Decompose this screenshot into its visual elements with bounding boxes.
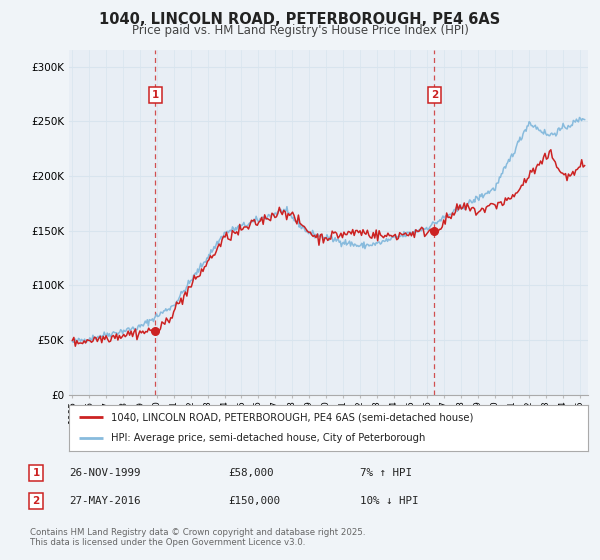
- Text: 10% ↓ HPI: 10% ↓ HPI: [360, 496, 419, 506]
- Text: HPI: Average price, semi-detached house, City of Peterborough: HPI: Average price, semi-detached house,…: [110, 433, 425, 444]
- Text: £150,000: £150,000: [228, 496, 280, 506]
- Text: 1: 1: [152, 90, 159, 100]
- Text: 2: 2: [32, 496, 40, 506]
- Text: 2: 2: [431, 90, 438, 100]
- Text: Price paid vs. HM Land Registry's House Price Index (HPI): Price paid vs. HM Land Registry's House …: [131, 24, 469, 37]
- Text: 1: 1: [32, 468, 40, 478]
- Text: £58,000: £58,000: [228, 468, 274, 478]
- Text: Contains HM Land Registry data © Crown copyright and database right 2025.
This d: Contains HM Land Registry data © Crown c…: [30, 528, 365, 547]
- Text: 1040, LINCOLN ROAD, PETERBOROUGH, PE4 6AS (semi-detached house): 1040, LINCOLN ROAD, PETERBOROUGH, PE4 6A…: [110, 412, 473, 422]
- Text: 1040, LINCOLN ROAD, PETERBOROUGH, PE4 6AS: 1040, LINCOLN ROAD, PETERBOROUGH, PE4 6A…: [100, 12, 500, 27]
- Text: 7% ↑ HPI: 7% ↑ HPI: [360, 468, 412, 478]
- Text: 27-MAY-2016: 27-MAY-2016: [69, 496, 140, 506]
- Text: 26-NOV-1999: 26-NOV-1999: [69, 468, 140, 478]
